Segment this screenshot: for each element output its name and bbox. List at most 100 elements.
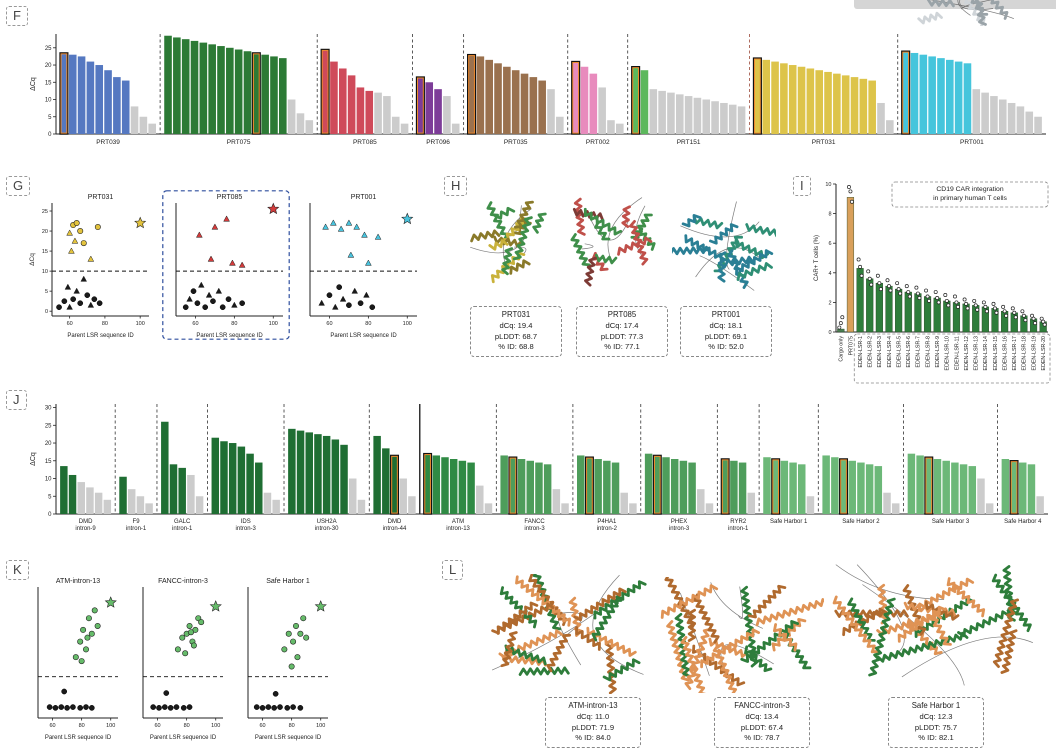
svg-text:GALC: GALC <box>174 519 191 525</box>
svg-text:100: 100 <box>106 723 115 729</box>
protein-structure-prt085 <box>566 196 668 292</box>
svg-text:intron-3: intron-3 <box>524 526 545 532</box>
structure-card-safe-harbor-1: Safe Harbor 1 dCq: 12.3 pLDDT: 75.7 % ID… <box>888 697 984 748</box>
structure-card-atm-intron-13: ATM-intron-13 dCq: 11.0 pLDDT: 71.9 % ID… <box>545 697 641 748</box>
panel-label-i: I <box>793 176 811 196</box>
svg-text:2: 2 <box>828 300 831 306</box>
svg-text:100: 100 <box>403 321 412 327</box>
svg-text:100: 100 <box>136 321 145 327</box>
svg-text:20: 20 <box>42 229 48 235</box>
svg-text:PRT085: PRT085 <box>353 139 377 146</box>
protein-structure-prt001 <box>672 200 776 294</box>
structure-card-fancc-intron-3: FANCC-intron-3 dCq: 13.4 pLDDT: 67.4 % I… <box>714 697 810 748</box>
svg-text:EDEN-LSR-7: EDEN-LSR-7 <box>916 336 922 368</box>
svg-text:ATM-intron-13: ATM-intron-13 <box>56 578 100 585</box>
svg-text:PRT002: PRT002 <box>586 139 610 146</box>
svg-text:5: 5 <box>48 494 52 500</box>
structure-dcq: dCq: 17.4 <box>605 320 639 330</box>
svg-text:10: 10 <box>45 98 52 104</box>
svg-text:intron-44: intron-44 <box>383 526 407 532</box>
svg-text:60: 60 <box>259 723 265 729</box>
svg-text:CAR+ T cells (%): CAR+ T cells (%) <box>814 235 820 281</box>
svg-text:Safe Harbor 4: Safe Harbor 4 <box>1004 519 1042 525</box>
svg-text:EDEN-LSR-15: EDEN-LSR-15 <box>993 336 999 370</box>
panel-label-h: H <box>444 176 468 196</box>
svg-text:EDEN-LSR-2: EDEN-LSR-2 <box>868 336 874 368</box>
structure-dcq: dCq: 13.4 <box>745 711 779 721</box>
protein-structure-prt031 <box>462 192 564 296</box>
panel-f-grouped-bar-chart: 0 5 10 15 20 25 ΔCq PRT039 PRT075 PRT085 PRT096 PRT… <box>30 34 1046 146</box>
svg-text:60: 60 <box>67 321 73 327</box>
svg-text:0: 0 <box>48 512 52 518</box>
svg-text:PRT075: PRT075 <box>848 336 854 355</box>
svg-text:30: 30 <box>45 406 52 412</box>
svg-text:60: 60 <box>154 723 160 729</box>
svg-text:80: 80 <box>184 723 190 729</box>
svg-text:ATM: ATM <box>452 519 464 525</box>
structure-plddt: pLDDT: 77.3 <box>600 331 644 341</box>
svg-text:10: 10 <box>825 182 831 188</box>
svg-text:15: 15 <box>45 459 52 465</box>
svg-text:60: 60 <box>326 321 332 327</box>
svg-text:0: 0 <box>48 132 52 138</box>
structure-name: Safe Harbor 1 <box>911 701 961 710</box>
svg-text:8: 8 <box>828 212 831 218</box>
svg-text:EDEN-LSR-13: EDEN-LSR-13 <box>974 336 980 370</box>
svg-text:PRT035: PRT035 <box>504 139 528 146</box>
cropped-protein-structure <box>915 0 1027 26</box>
svg-text:80: 80 <box>289 723 295 729</box>
svg-text:PRT096: PRT096 <box>426 139 450 146</box>
panel-label-k: K <box>6 560 29 580</box>
protein-structure-safe-harbor-1 <box>826 564 1040 696</box>
structure-card-prt031: PRT031 dCq: 19.4 pLDDT: 68.7 % ID: 68.8 <box>470 306 562 357</box>
svg-text:PHEX: PHEX <box>671 519 687 525</box>
structure-name: PRT085 <box>607 310 637 319</box>
structure-pid: % ID: 68.8 <box>498 342 534 352</box>
svg-text:20: 20 <box>45 441 52 447</box>
svg-text:Safe Harbor 1: Safe Harbor 1 <box>770 519 808 525</box>
svg-text:0: 0 <box>828 330 831 336</box>
svg-text:EDEN-LSR-18: EDEN-LSR-18 <box>1022 336 1028 370</box>
panel-label-f: F <box>6 6 28 26</box>
svg-text:ΔCq: ΔCq <box>29 253 36 266</box>
structure-dcq: dCq: 11.0 <box>576 711 610 721</box>
panel-label-j: J <box>6 390 27 410</box>
structure-pid: % ID: 77.1 <box>604 342 640 352</box>
svg-text:EDEN-LSR-20: EDEN-LSR-20 <box>1041 336 1047 370</box>
svg-text:25: 25 <box>45 423 52 429</box>
svg-text:5: 5 <box>48 115 52 121</box>
svg-text:5: 5 <box>45 289 48 295</box>
structure-plddt: pLDDT: 68.7 <box>494 331 538 341</box>
svg-text:EDEN-LSR-4: EDEN-LSR-4 <box>887 336 893 368</box>
svg-text:EDEN-LSR-8: EDEN-LSR-8 <box>925 336 931 368</box>
svg-text:intron-13: intron-13 <box>446 526 470 532</box>
panel-g-scatter-plots: PRT031 60 80 100 Parent LSR sequence ID 0 5 10 1… <box>28 190 424 340</box>
svg-text:PRT001: PRT001 <box>960 139 984 146</box>
structure-plddt: pLDDT: 71.9 <box>571 722 615 732</box>
svg-text:Parent LSR sequence ID: Parent LSR sequence ID <box>330 333 397 339</box>
structure-plddt: pLDDT: 69.1 <box>704 331 748 341</box>
svg-text:DMD: DMD <box>388 519 402 525</box>
svg-text:EDEN-LSR-10: EDEN-LSR-10 <box>945 336 951 370</box>
cropped-panel-fragment <box>854 0 1056 9</box>
svg-text:PRT085: PRT085 <box>217 194 243 201</box>
svg-text:20: 20 <box>45 63 52 69</box>
structure-plddt: pLDDT: 67.4 <box>740 722 784 732</box>
svg-text:P4HA1: P4HA1 <box>597 519 617 525</box>
svg-text:100: 100 <box>211 723 220 729</box>
svg-text:FANCC-intron-3: FANCC-intron-3 <box>158 578 208 585</box>
svg-text:EDEN-LSR-11: EDEN-LSR-11 <box>954 336 960 370</box>
svg-text:100: 100 <box>269 321 278 327</box>
svg-text:EDEN-LSR-1: EDEN-LSR-1 <box>858 336 864 368</box>
structure-dcq: dCq: 19.4 <box>499 320 533 330</box>
svg-text:in primary human T cells: in primary human T cells <box>933 195 1007 202</box>
svg-text:intron-9: intron-9 <box>75 526 96 532</box>
structure-card-prt085: PRT085 dCq: 17.4 pLDDT: 77.3 % ID: 77.1 <box>576 306 668 357</box>
structure-name: ATM-intron-13 <box>568 701 618 710</box>
structure-name: FANCC-intron-3 <box>734 701 790 710</box>
svg-text:IDS: IDS <box>241 519 251 525</box>
svg-text:PRT031: PRT031 <box>88 194 114 201</box>
svg-text:Parent LSR sequence ID: Parent LSR sequence ID <box>150 735 217 741</box>
svg-text:RYR2: RYR2 <box>730 519 747 525</box>
